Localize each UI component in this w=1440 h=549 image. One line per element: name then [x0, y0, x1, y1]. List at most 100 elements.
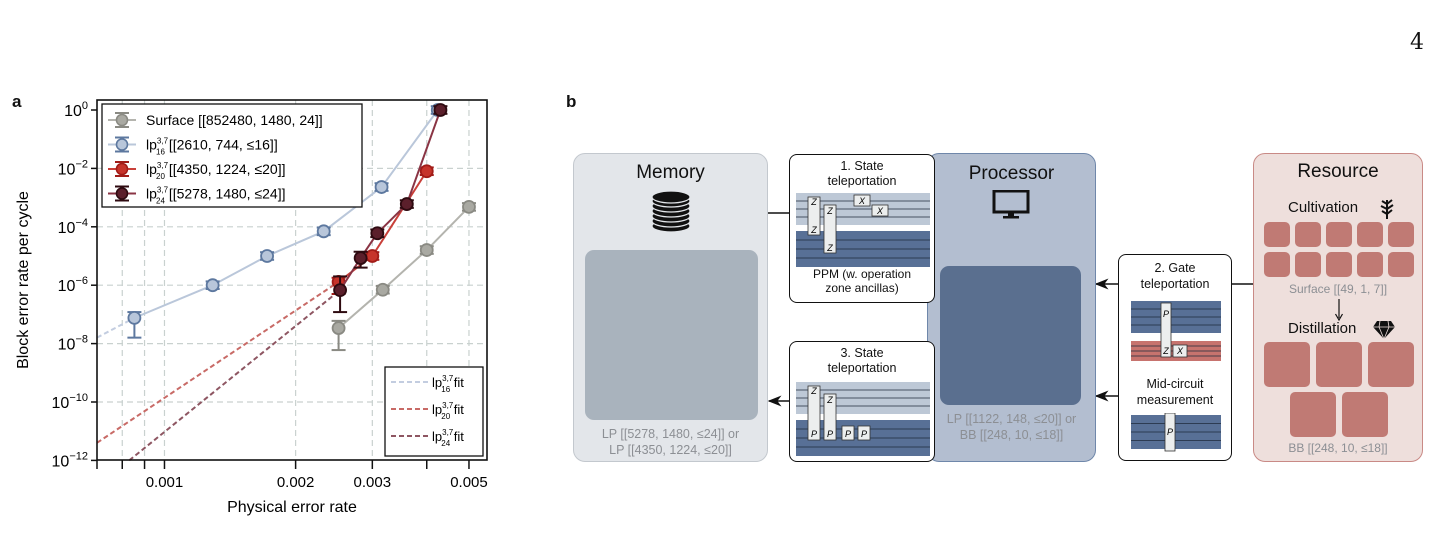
- resource-patch: [1388, 222, 1414, 247]
- memory-code-line2: LP [[4350, 1224, ≤20]]: [609, 443, 732, 457]
- gate-label: X: [1176, 346, 1184, 356]
- mid-circuit-measurement-circuit: P: [1131, 413, 1221, 452]
- resource-patch: [1264, 222, 1290, 247]
- gate-box: [823, 393, 837, 441]
- legend-marker: [115, 113, 129, 127]
- memory-title: Memory: [636, 162, 705, 183]
- legend-params: fit: [450, 429, 464, 444]
- resource-patch: [1326, 252, 1352, 277]
- legend-params: [[852480, 1480, 24]]: [194, 112, 322, 128]
- resource-patch: [1290, 392, 1336, 437]
- legend-params: [[2610, 744, ≤16]]: [165, 137, 278, 153]
- x-tick-label: 0.001: [146, 474, 184, 491]
- fit-line-20: [96, 281, 340, 444]
- data-point: [205, 278, 220, 293]
- legend-sub: 16: [441, 385, 450, 394]
- memory-zone: Memory LP [[5278, 1480, ≤24]] or LP [[43…: [573, 153, 768, 462]
- data-point: [331, 321, 346, 335]
- resource-patch: [1357, 222, 1383, 247]
- gate-label: P: [1163, 309, 1169, 319]
- diamond-icon: [1373, 320, 1395, 340]
- legend-label: lp3,7 16 [[2610, 744, ≤16]]: [146, 137, 278, 157]
- gate-label: Z: [826, 206, 833, 216]
- gate-box: [853, 194, 871, 207]
- gate-box: [1164, 413, 1176, 452]
- fit-line-24: [128, 289, 341, 462]
- legend-sup: 3,7: [442, 401, 454, 410]
- monitor-icon: [992, 190, 1030, 219]
- block-error-chart: 0.001 0.002 0.003 0.00510010−210−410−610−81…: [15, 99, 488, 516]
- legend-params: [[4350, 1224, ≤20]]: [165, 161, 286, 177]
- legend-sub: 20: [441, 412, 450, 421]
- memory-qubit-area: [585, 250, 758, 420]
- gate-box: [1172, 344, 1188, 358]
- resource-patch: [1295, 222, 1321, 247]
- gate-label: P: [861, 429, 867, 439]
- y-tick-exponent: −6: [75, 275, 88, 287]
- resource-patch: [1295, 252, 1321, 277]
- resource-patch: [1264, 342, 1310, 387]
- legend-box: [101, 103, 363, 208]
- y-tick-exponent: −8: [75, 334, 88, 346]
- fit-lines: [96, 281, 341, 462]
- data-point: [419, 164, 434, 179]
- panel-label-b: b: [566, 92, 577, 111]
- step3-title-line1: 3. State: [840, 346, 884, 360]
- gate-label: Z: [826, 243, 833, 253]
- y-axis-label: Block error rate per cycle: [15, 191, 32, 369]
- gate-box: [871, 204, 889, 217]
- data-point: [375, 282, 390, 297]
- bb-code-label: BB [[248, 10, ≤18]]: [1288, 441, 1388, 455]
- step3-title-line2: teleportation: [827, 361, 897, 375]
- processor-code-line1: LP [[1122, 148, ≤20]] or: [946, 412, 1077, 426]
- gate-label: Z: [1162, 346, 1169, 356]
- gate-box: [841, 425, 855, 441]
- y-tick-exponent: −10: [69, 392, 88, 404]
- legend-sup: 3,7: [442, 374, 454, 383]
- gate-box: [807, 196, 821, 236]
- gate-label: P: [845, 429, 851, 439]
- x-tick-label: 0.003: [354, 474, 392, 491]
- legend-sup: 3,7: [157, 186, 169, 195]
- step1-note-line1: PPM (w. operation: [812, 267, 912, 281]
- panel-label-a: a: [12, 92, 22, 111]
- gate-box: [857, 425, 871, 441]
- legend-label: lp3,7 20 [[4350, 1224, ≤20]]: [146, 161, 286, 181]
- plot-frame: [96, 99, 488, 461]
- gate-box: [823, 204, 837, 254]
- processor-code-line2: BB [[248, 10, ≤18]]: [959, 428, 1064, 442]
- legend-label: Surface [[852480, 1480, 24]]: [146, 112, 323, 128]
- processor-qubit-area: [940, 266, 1081, 405]
- x-axis-label: Physical error rate: [227, 499, 357, 516]
- database-icon: [651, 190, 691, 233]
- gate-label: Z: [810, 225, 817, 235]
- memory-code-line1: LP [[5278, 1480, ≤24]] or: [601, 427, 740, 441]
- legend-marker: [115, 138, 129, 151]
- gate-box: [1160, 302, 1172, 358]
- gate-label: P: [827, 429, 833, 439]
- data-point: [333, 283, 347, 297]
- x-tick-label: 0.002: [277, 474, 315, 491]
- fit-line-16: [96, 316, 135, 339]
- data-point: [462, 200, 476, 214]
- resource-patch: [1316, 342, 1362, 387]
- legend-sup: 3,7: [442, 428, 454, 437]
- y-tick-exponent: −4: [75, 217, 88, 229]
- data-point: [370, 226, 385, 241]
- data-point: [419, 243, 434, 257]
- step1-title-line2: teleportation: [827, 174, 897, 188]
- surface-code-label: Surface [[49, 1, 7]]: [1288, 282, 1388, 296]
- gate-label: Z: [826, 395, 833, 405]
- gate-label: P: [1167, 427, 1173, 437]
- mid-circuit-title-line2: measurement: [1136, 393, 1214, 407]
- resource-patch: [1326, 222, 1352, 247]
- data-series: [127, 103, 476, 352]
- step1-note-line2: zone ancillas): [825, 281, 899, 295]
- legend-params: [[5278, 1480, ≤24]]: [165, 186, 286, 202]
- cultivation-label: Cultivation: [1288, 199, 1359, 216]
- step2-circuit: P Z X: [1131, 301, 1221, 361]
